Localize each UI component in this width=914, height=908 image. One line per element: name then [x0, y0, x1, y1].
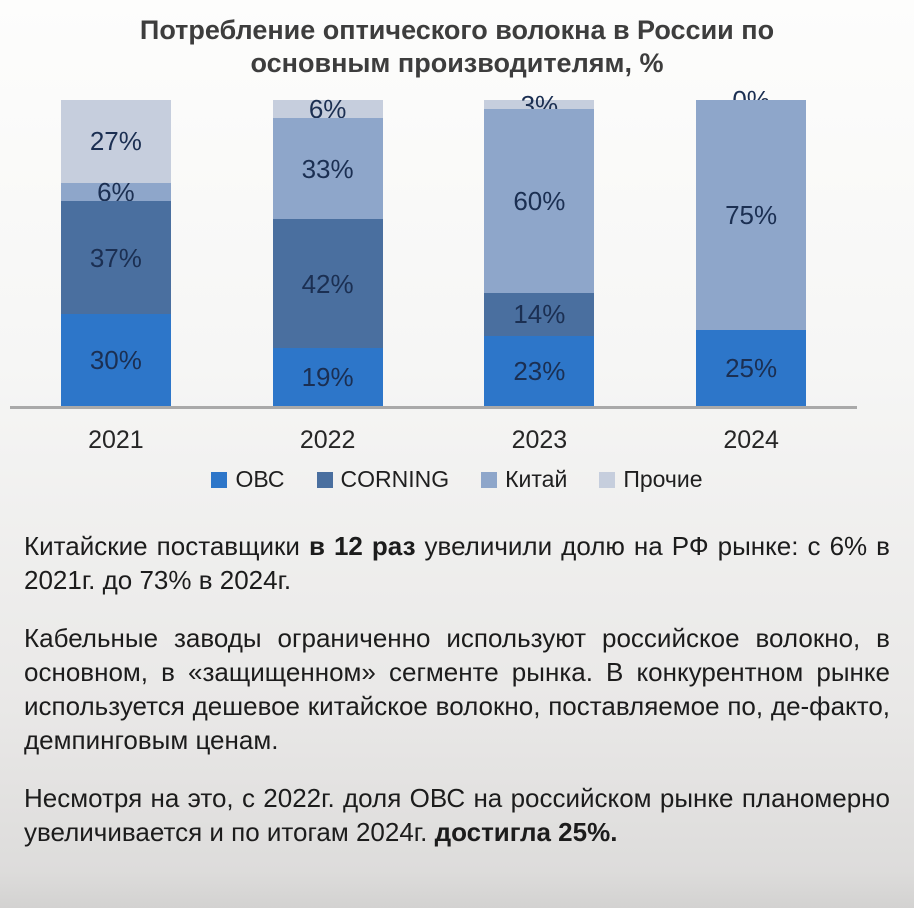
bar-slot-2023: 3% 60% 14% 23%	[434, 92, 646, 406]
segment-ovc-2023: 23%	[484, 335, 595, 406]
text-run: Кабельные заводы ограниченно используют …	[24, 623, 890, 755]
segment-label-ovc-2021: 30%	[89, 345, 142, 376]
chart-legend: ОВС CORNING Китай Прочие	[0, 466, 914, 493]
stacked-bar-2022: 6% 33% 42% 19%	[272, 96, 383, 406]
legend-swatch-china	[481, 471, 498, 488]
stacked-bar-2023: 3% 60% 14% 23%	[484, 92, 595, 406]
stacked-bar-2021: 27% 6% 37% 30%	[60, 100, 171, 406]
segment-china-2021: 6%	[60, 179, 171, 205]
commentary-text: Китайские поставщики в 12 раз увеличили …	[24, 529, 890, 849]
bar-slot-2021: 27% 6% 37% 30%	[10, 100, 222, 406]
x-axis-label-2022: 2022	[299, 426, 356, 454]
text-run: Несмотря на это, с 2022г. доля ОВС на ро…	[24, 783, 890, 847]
legend-label-others: Прочие	[623, 466, 703, 492]
segment-others-2021: 27%	[60, 100, 171, 183]
legend-item-others: Прочие	[599, 466, 703, 493]
legend-label-corning: CORNING	[340, 466, 450, 492]
legend-label-china: Китай	[505, 466, 568, 492]
legend-label-ovc: ОВС	[235, 466, 285, 492]
segment-label-ovc-2023: 23%	[513, 355, 566, 386]
paragraph-1: Китайские поставщики в 12 раз увеличили …	[24, 529, 890, 597]
x-axis-label-2024: 2024	[723, 426, 779, 454]
segment-label-corning-2023: 14%	[513, 299, 566, 330]
bold-text-run: в 12 раз	[308, 531, 416, 561]
legend-item-china: Китай	[481, 466, 567, 493]
segment-label-ovc-2024: 25%	[725, 352, 778, 383]
bold-text-run: достигла 25%.	[434, 817, 618, 847]
chart-title-line-2: основным производителям, %	[250, 48, 664, 78]
segment-ovc-2022: 19%	[272, 347, 383, 406]
chart-title: Потребление оптического волокна в России…	[0, 0, 914, 80]
bar-slot-2022: 6% 33% 42% 19%	[222, 96, 434, 406]
segment-corning-2022: 42%	[272, 219, 383, 348]
paragraph-2: Кабельные заводы ограниченно используют …	[24, 621, 890, 757]
segment-china-2023: 60%	[484, 109, 595, 293]
legend-swatch-corning	[316, 471, 333, 488]
stacked-bar-chart: 27%6%37%30%6%33%42%19%3%60%14%23%0%75%25…	[0, 87, 914, 493]
x-axis-label-2021: 2021	[88, 426, 144, 454]
stacked-bar-2024: 0%75%25%	[696, 87, 807, 406]
segment-label-china-2024: 75%	[725, 199, 778, 230]
segment-label-ovc-2022: 19%	[301, 361, 354, 392]
segment-label-others-2021: 27%	[89, 126, 142, 157]
segment-label-china-2023: 60%	[513, 186, 566, 216]
segment-ovc-2024: 25%	[696, 329, 807, 406]
segment-ovc-2021: 30%	[60, 314, 171, 406]
segment-label-others-2022: 6%	[308, 94, 347, 125]
paragraph-3: Несмотря на это, с 2022г. доля ОВС на ро…	[24, 781, 890, 849]
text-run: Китайские поставщики	[24, 531, 309, 561]
segment-label-corning-2021: 37%	[89, 242, 142, 273]
legend-item-corning: CORNING	[316, 466, 450, 493]
legend-swatch-others	[599, 471, 616, 488]
segment-corning-2021: 37%	[60, 200, 171, 315]
legend-item-ovc: ОВС	[211, 466, 285, 493]
bar-slot-2024: 0%75%25%	[645, 87, 857, 406]
segment-others-2022: 6%	[272, 96, 383, 122]
chart-title-line-1: Потребление оптического волокна в России…	[139, 15, 775, 45]
text-run: увеличили долю на РФ рынке: с 6% в 2021г…	[24, 531, 890, 595]
segment-china-2024: 75%	[696, 100, 807, 330]
segment-label-corning-2022: 42%	[301, 268, 354, 299]
plot-area: 27%6%37%30%6%33%42%19%3%60%14%23%0%75%25…	[10, 87, 857, 409]
x-axis-label-2023: 2023	[511, 426, 568, 454]
segment-corning-2023: 14%	[484, 292, 595, 336]
segment-label-china-2021: 6%	[97, 176, 135, 207]
legend-swatch-ovc	[211, 471, 228, 488]
x-axis-labels: 2021 2022 2023 2024	[10, 409, 857, 455]
segment-china-2022: 33%	[272, 118, 383, 220]
segment-label-china-2022: 33%	[301, 153, 354, 184]
segment-others-2023: 3%	[484, 92, 595, 118]
